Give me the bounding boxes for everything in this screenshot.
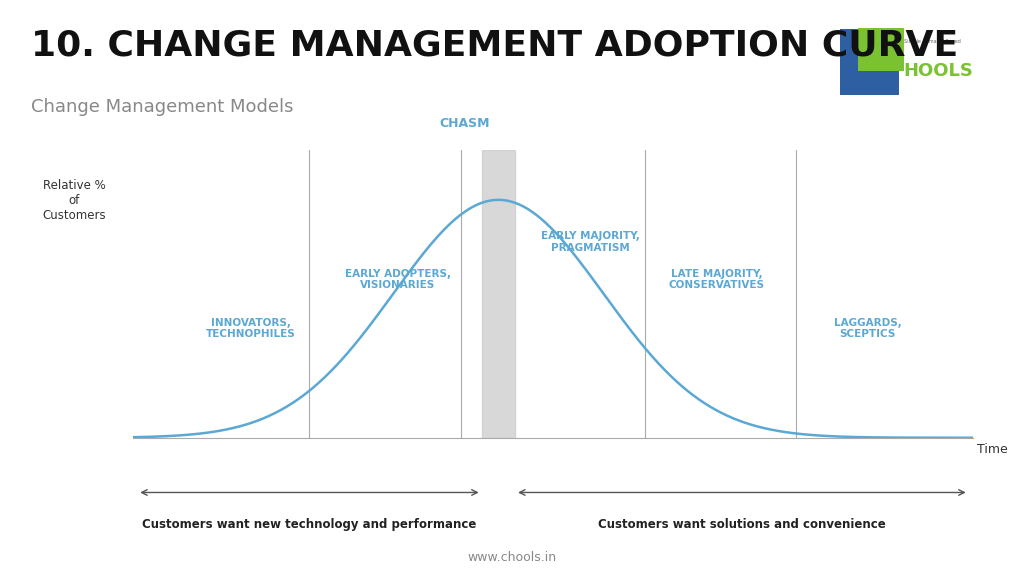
- Text: www.chools.in: www.chools.in: [467, 551, 557, 564]
- Text: CHASM: CHASM: [439, 118, 490, 130]
- Text: 10. CHANGE MANAGEMENT ADOPTION CURVE: 10. CHANGE MANAGEMENT ADOPTION CURVE: [31, 29, 958, 63]
- Text: EARLY ADOPTERS,
VISIONARIES: EARLY ADOPTERS, VISIONARIES: [345, 268, 451, 290]
- Bar: [481, 150, 515, 438]
- Text: Customers want new technology and performance: Customers want new technology and perfor…: [142, 518, 476, 530]
- Text: Simple | Smart | Speed: Simple | Smart | Speed: [903, 38, 961, 44]
- Text: HOOLS: HOOLS: [903, 62, 974, 80]
- Text: INNOVATORS,
TECHNOPHILES: INNOVATORS, TECHNOPHILES: [206, 317, 296, 339]
- Text: LAGGARDS,
SCEPTICS: LAGGARDS, SCEPTICS: [834, 317, 902, 339]
- Text: Time: Time: [977, 443, 1008, 456]
- Text: Change Management Models: Change Management Models: [31, 98, 293, 116]
- Text: LATE MAJORITY,
CONSERVATIVES: LATE MAJORITY, CONSERVATIVES: [669, 268, 765, 290]
- Text: Relative %
of
Customers: Relative % of Customers: [43, 179, 106, 222]
- FancyBboxPatch shape: [840, 29, 899, 95]
- FancyBboxPatch shape: [858, 28, 903, 71]
- Text: EARLY MAJORITY,
PRAGMATISM: EARLY MAJORITY, PRAGMATISM: [542, 231, 640, 253]
- Text: Customers want solutions and convenience: Customers want solutions and convenience: [598, 518, 886, 530]
